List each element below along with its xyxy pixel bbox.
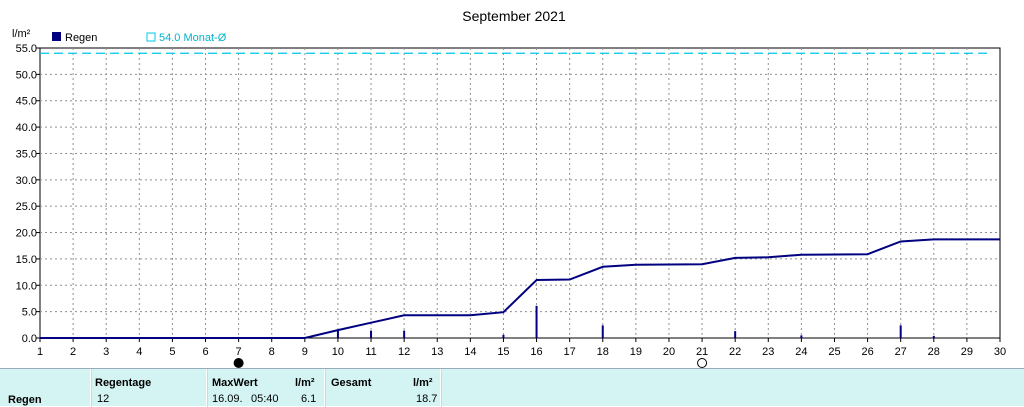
- x-tick-label: 9: [302, 346, 308, 358]
- x-tick-label: 26: [861, 346, 873, 358]
- legend-regen-swatch: [52, 32, 61, 41]
- x-tick-label: 7: [236, 346, 242, 358]
- header-maxwert: MaxWert: [212, 377, 258, 389]
- x-tick-label: 4: [136, 346, 142, 358]
- y-tick-label: 40.0: [16, 122, 37, 134]
- rain-bar: [336, 330, 339, 338]
- header-gesamt: Gesamt: [331, 377, 372, 389]
- x-tick-label: 5: [169, 346, 175, 358]
- summary-table: Regentage MaxWert l/m² Gesamt l/m² Regen…: [0, 368, 1024, 407]
- x-tick-label: 3: [103, 346, 109, 358]
- gridlines: [40, 48, 1000, 338]
- x-tick-label: 21: [696, 346, 708, 358]
- value-max-date: 16.09.: [212, 393, 243, 405]
- cumulative-rain-line-group: [40, 238, 1000, 339]
- new-moon-icon: [233, 358, 244, 368]
- rain-bar: [502, 334, 505, 338]
- x-tick-label: 17: [564, 346, 576, 358]
- x-tick-label: 24: [795, 346, 807, 358]
- rain-bar: [601, 325, 604, 338]
- y-tick-label: 55.0: [16, 43, 37, 55]
- x-tick-label: 28: [928, 346, 940, 358]
- value-regentage: 12: [97, 393, 110, 405]
- x-tick-label: 13: [431, 346, 443, 358]
- rain-chart: September 2021 l/m² Regen 54.0 Monat-Ø 0…: [12, 8, 1006, 368]
- rain-bar: [370, 330, 373, 338]
- daily-rain-bars: [237, 305, 935, 338]
- y-tick-label: 10.0: [16, 280, 37, 292]
- legend: Regen 54.0 Monat-Ø: [52, 32, 227, 44]
- x-tick-label: 15: [497, 346, 509, 358]
- y-axis-unit-label: l/m²: [12, 28, 31, 40]
- y-tick-label: 50.0: [16, 69, 37, 81]
- cumulative-rain-line: [40, 238, 1000, 339]
- value-max: 6.1: [301, 393, 317, 405]
- header-regentage: Regentage: [95, 377, 152, 389]
- legend-average-swatch: [146, 32, 156, 42]
- x-tick-label: 19: [630, 346, 642, 358]
- value-total: 18.7: [416, 393, 438, 405]
- rain-bar: [535, 305, 538, 338]
- x-tick-label: 12: [398, 346, 410, 358]
- rain-bar: [800, 335, 803, 338]
- x-tick-label: 22: [729, 346, 741, 358]
- x-tick-label: 6: [202, 346, 208, 358]
- row-label-regen: Regen: [8, 394, 42, 406]
- y-tick-label: 0.0: [22, 333, 37, 345]
- y-tick-label: 35.0: [16, 148, 37, 160]
- chart-title: September 2021: [462, 8, 566, 24]
- plot-area: [39, 47, 1001, 339]
- header-max-unit: l/m²: [295, 377, 315, 389]
- y-tick-label: 45.0: [16, 96, 37, 108]
- value-max-time: 05:40: [251, 393, 279, 405]
- x-tick-label: 25: [828, 346, 840, 358]
- x-tick-label: 1: [37, 346, 43, 358]
- x-tick-label: 11: [365, 346, 376, 358]
- rain-bar: [403, 330, 406, 338]
- x-axis: 1 2 3 4 5 6 7 8 9 10 11 12 13 14 15 16 17 18 19 20 21 22 23 24 2…: [37, 338, 1006, 358]
- x-tick-label: 20: [663, 346, 675, 358]
- y-tick-label: 30.0: [16, 175, 37, 187]
- legend-regen-label: Regen: [65, 32, 97, 44]
- x-tick-label: 18: [597, 346, 609, 358]
- legend-average-label: 54.0 Monat-Ø: [159, 32, 227, 44]
- x-tick-label: 27: [895, 346, 907, 358]
- y-tick-label: 15.0: [16, 254, 37, 266]
- rain-bar: [899, 325, 902, 338]
- header-total-unit: l/m²: [413, 377, 433, 389]
- x-tick-label: 16: [530, 346, 542, 358]
- x-tick-label: 29: [961, 346, 973, 358]
- x-tick-label: 2: [70, 346, 76, 358]
- full-moon-icon: [697, 358, 708, 368]
- y-axis: 0.0 5.0 10.0 15.0 20.0 25.0 30.0 35.0 40.0 45.0 50…: [16, 43, 40, 345]
- y-tick-label: 25.0: [16, 201, 37, 213]
- moon-phase-markers: [233, 358, 708, 368]
- x-tick-label: 8: [269, 346, 275, 358]
- rain-bar: [932, 335, 935, 338]
- y-tick-label: 5.0: [22, 307, 37, 319]
- rain-bar: [734, 331, 737, 338]
- x-tick-label: 23: [762, 346, 774, 358]
- x-tick-label: 10: [332, 346, 344, 358]
- x-tick-label: 14: [464, 346, 476, 358]
- x-tick-label: 30: [994, 346, 1006, 358]
- y-tick-label: 20.0: [16, 228, 37, 240]
